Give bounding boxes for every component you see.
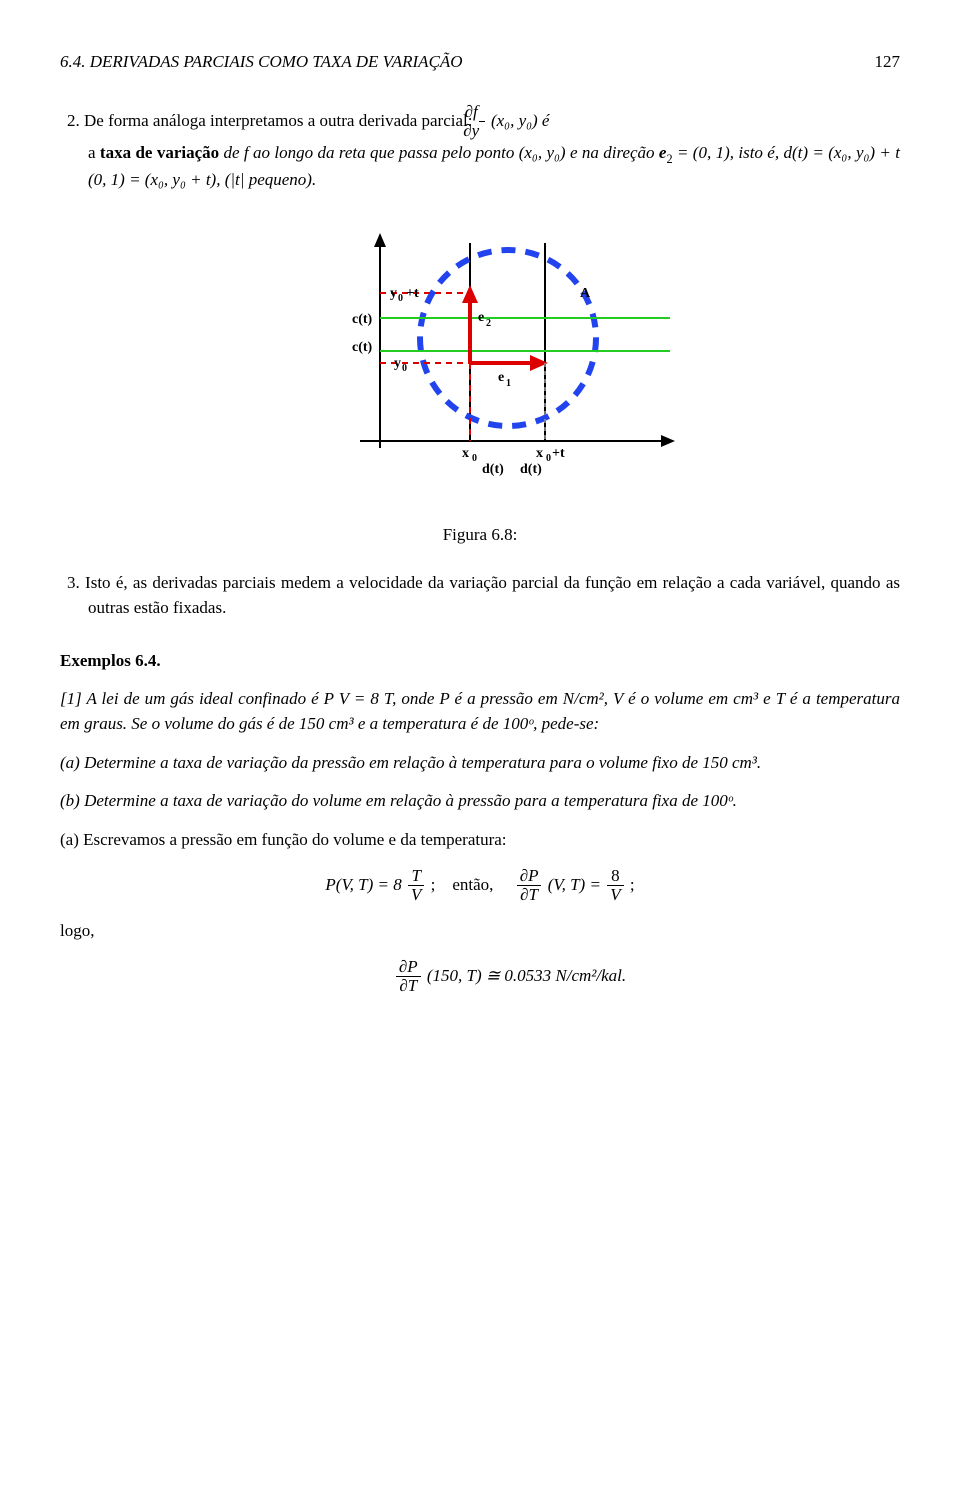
page-number: 127 xyxy=(875,50,901,75)
item-3: 3. Isto é, as derivadas parciais medem a… xyxy=(60,571,900,620)
svg-text:x: x xyxy=(462,446,469,461)
figure-svg: y 0 +t c(t) c(t) y 0 A e 2 e 1 x 0 x 0 +… xyxy=(270,223,690,503)
svg-text:0: 0 xyxy=(546,453,551,464)
svg-text:A: A xyxy=(580,286,591,301)
frac-dpdT-2: ∂P ∂T xyxy=(396,958,421,996)
item2-after-frac: (x₀, y₀) é xyxy=(491,111,550,130)
svg-text:x: x xyxy=(536,446,543,461)
svg-text:+t: +t xyxy=(552,446,565,461)
svg-text:c(t): c(t) xyxy=(352,340,373,355)
svg-text:0: 0 xyxy=(398,293,403,304)
svg-text:e: e xyxy=(478,310,484,325)
frac-8v: 8 V xyxy=(607,867,623,905)
svg-text:0: 0 xyxy=(402,363,407,374)
svg-text:y: y xyxy=(390,286,397,301)
svg-text:+t: +t xyxy=(406,286,419,301)
frac-dpdT: ∂P ∂T xyxy=(517,867,542,905)
section-label: 6.4. DERIVADAS PARCIAIS COMO TAXA DE VAR… xyxy=(60,50,463,75)
ex1-p1: [1] A lei de um gás ideal confinado é P … xyxy=(60,687,900,736)
equation-1: P(V, T) = 8 T V ; então, ∂P ∂T (V, T) = … xyxy=(60,867,900,905)
figure-caption: Figura 6.8: xyxy=(60,523,900,548)
svg-text:1: 1 xyxy=(506,378,511,389)
ex1-a: (a) Determine a taxa de variação da pres… xyxy=(60,751,900,776)
svg-text:c(t): c(t) xyxy=(352,312,373,327)
svg-text:d(t): d(t) xyxy=(520,462,542,477)
frac-tv: T V xyxy=(408,867,424,905)
item-2: 2. De forma análoga interpretamos a outr… xyxy=(60,103,900,193)
figure-6-8: y 0 +t c(t) c(t) y 0 A e 2 e 1 x 0 x 0 +… xyxy=(60,223,900,503)
logo-text: logo, xyxy=(60,919,900,944)
ex1-b: (b) Determine a taxa de variação do volu… xyxy=(60,789,900,814)
examples-heading: Exemplos 6.4. xyxy=(60,649,900,674)
svg-text:2: 2 xyxy=(486,318,491,329)
equation-2: ∂P ∂T (150, T) ≅ 0.0533 N/cm²/kal. xyxy=(60,958,900,996)
svg-text:y: y xyxy=(394,356,401,371)
frac-dfdy: ∂f ∂y xyxy=(479,103,485,141)
page-header: 6.4. DERIVADAS PARCIAIS COMO TAXA DE VAR… xyxy=(60,50,900,75)
svg-text:d(t): d(t) xyxy=(482,462,504,477)
svg-text:0: 0 xyxy=(472,453,477,464)
svg-text:e: e xyxy=(498,370,504,385)
ex1-a2: (a) Escrevamos a pressão em função do vo… xyxy=(60,828,900,853)
item2-leadin: 2. De forma análoga interpretamos a outr… xyxy=(67,111,477,130)
